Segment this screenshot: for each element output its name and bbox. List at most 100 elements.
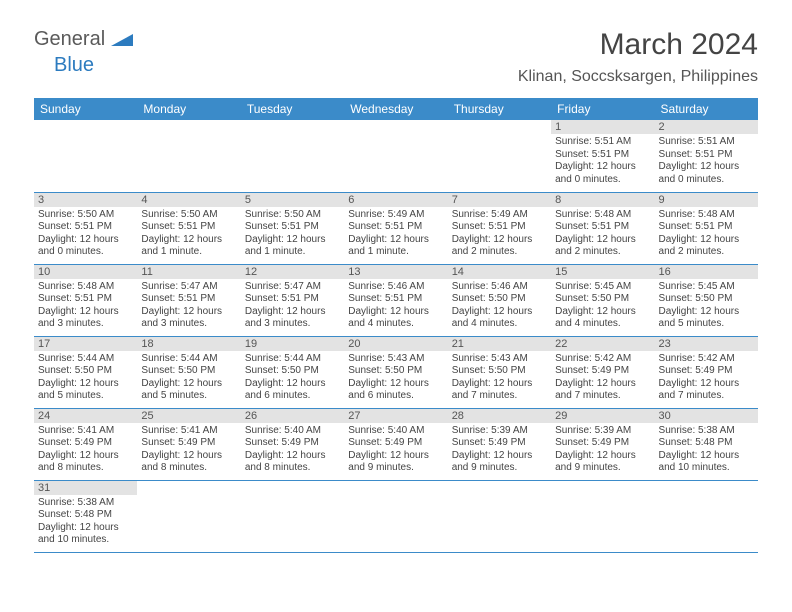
day-number: 13 [344,265,447,279]
day-details: Sunrise: 5:40 AMSunset: 5:49 PMDaylight:… [241,423,344,479]
day-number: 4 [137,193,240,207]
location: Klinan, Soccsksargen, Philippines [518,68,758,86]
month-title: March 2024 [518,28,758,62]
day-details: Sunrise: 5:49 AMSunset: 5:51 PMDaylight:… [344,207,447,263]
day-number: 25 [137,409,240,423]
day-cell: 13Sunrise: 5:46 AMSunset: 5:51 PMDayligh… [344,264,447,336]
logo-triangle-icon [111,30,133,51]
weekday-header-row: SundayMondayTuesdayWednesdayThursdayFrid… [34,98,758,120]
day-details: Sunrise: 5:42 AMSunset: 5:49 PMDaylight:… [655,351,758,407]
day-cell: 6Sunrise: 5:49 AMSunset: 5:51 PMDaylight… [344,192,447,264]
day-cell: 10Sunrise: 5:48 AMSunset: 5:51 PMDayligh… [34,264,137,336]
day-number: 1 [551,120,654,134]
day-number: 8 [551,193,654,207]
day-cell: 4Sunrise: 5:50 AMSunset: 5:51 PMDaylight… [137,192,240,264]
logo: General [34,28,135,51]
day-details: Sunrise: 5:51 AMSunset: 5:51 PMDaylight:… [551,134,654,190]
empty-cell [655,480,758,552]
day-details: Sunrise: 5:38 AMSunset: 5:48 PMDaylight:… [34,495,137,551]
weekday-header: Sunday [34,98,137,120]
day-number: 14 [448,265,551,279]
day-cell: 2Sunrise: 5:51 AMSunset: 5:51 PMDaylight… [655,120,758,192]
day-number: 16 [655,265,758,279]
day-details: Sunrise: 5:40 AMSunset: 5:49 PMDaylight:… [344,423,447,479]
day-details: Sunrise: 5:49 AMSunset: 5:51 PMDaylight:… [448,207,551,263]
day-details: Sunrise: 5:51 AMSunset: 5:51 PMDaylight:… [655,134,758,190]
day-cell: 29Sunrise: 5:39 AMSunset: 5:49 PMDayligh… [551,408,654,480]
day-number: 6 [344,193,447,207]
day-cell: 28Sunrise: 5:39 AMSunset: 5:49 PMDayligh… [448,408,551,480]
day-details: Sunrise: 5:45 AMSunset: 5:50 PMDaylight:… [551,279,654,335]
calendar-row: 24Sunrise: 5:41 AMSunset: 5:49 PMDayligh… [34,408,758,480]
day-cell: 30Sunrise: 5:38 AMSunset: 5:48 PMDayligh… [655,408,758,480]
logo-text-general: General [34,28,105,51]
day-details: Sunrise: 5:43 AMSunset: 5:50 PMDaylight:… [448,351,551,407]
day-details: Sunrise: 5:47 AMSunset: 5:51 PMDaylight:… [241,279,344,335]
day-cell: 31Sunrise: 5:38 AMSunset: 5:48 PMDayligh… [34,480,137,552]
empty-cell [137,480,240,552]
empty-cell [241,480,344,552]
day-details: Sunrise: 5:50 AMSunset: 5:51 PMDaylight:… [34,207,137,263]
day-details: Sunrise: 5:41 AMSunset: 5:49 PMDaylight:… [137,423,240,479]
logo-text-blue: Blue [54,54,94,77]
day-cell: 15Sunrise: 5:45 AMSunset: 5:50 PMDayligh… [551,264,654,336]
day-details: Sunrise: 5:47 AMSunset: 5:51 PMDaylight:… [137,279,240,335]
empty-cell [448,480,551,552]
day-number: 23 [655,337,758,351]
calendar-row: 31Sunrise: 5:38 AMSunset: 5:48 PMDayligh… [34,480,758,552]
day-details: Sunrise: 5:48 AMSunset: 5:51 PMDaylight:… [34,279,137,335]
day-cell: 19Sunrise: 5:44 AMSunset: 5:50 PMDayligh… [241,336,344,408]
day-cell: 14Sunrise: 5:46 AMSunset: 5:50 PMDayligh… [448,264,551,336]
calendar-row: 17Sunrise: 5:44 AMSunset: 5:50 PMDayligh… [34,336,758,408]
day-cell: 22Sunrise: 5:42 AMSunset: 5:49 PMDayligh… [551,336,654,408]
empty-cell [344,480,447,552]
calendar-row: 3Sunrise: 5:50 AMSunset: 5:51 PMDaylight… [34,192,758,264]
day-cell: 9Sunrise: 5:48 AMSunset: 5:51 PMDaylight… [655,192,758,264]
weekday-header: Saturday [655,98,758,120]
day-cell: 3Sunrise: 5:50 AMSunset: 5:51 PMDaylight… [34,192,137,264]
day-details: Sunrise: 5:46 AMSunset: 5:51 PMDaylight:… [344,279,447,335]
empty-cell [344,120,447,192]
day-number: 11 [137,265,240,279]
weekday-header: Monday [137,98,240,120]
day-number: 28 [448,409,551,423]
day-number: 24 [34,409,137,423]
day-details: Sunrise: 5:50 AMSunset: 5:51 PMDaylight:… [137,207,240,263]
calendar-table: SundayMondayTuesdayWednesdayThursdayFrid… [34,98,758,553]
empty-cell [551,480,654,552]
day-number: 22 [551,337,654,351]
day-number: 7 [448,193,551,207]
day-number: 29 [551,409,654,423]
title-block: March 2024 Klinan, Soccsksargen, Philipp… [518,28,758,86]
day-number: 5 [241,193,344,207]
day-cell: 8Sunrise: 5:48 AMSunset: 5:51 PMDaylight… [551,192,654,264]
day-cell: 1Sunrise: 5:51 AMSunset: 5:51 PMDaylight… [551,120,654,192]
day-number: 30 [655,409,758,423]
day-number: 15 [551,265,654,279]
header: General March 2024 Klinan, Soccsksargen,… [34,28,758,86]
day-number: 20 [344,337,447,351]
day-number: 3 [34,193,137,207]
day-cell: 5Sunrise: 5:50 AMSunset: 5:51 PMDaylight… [241,192,344,264]
day-number: 10 [34,265,137,279]
day-cell: 11Sunrise: 5:47 AMSunset: 5:51 PMDayligh… [137,264,240,336]
day-number: 26 [241,409,344,423]
calendar-body: 1Sunrise: 5:51 AMSunset: 5:51 PMDaylight… [34,120,758,552]
day-cell: 25Sunrise: 5:41 AMSunset: 5:49 PMDayligh… [137,408,240,480]
day-number: 12 [241,265,344,279]
day-cell: 16Sunrise: 5:45 AMSunset: 5:50 PMDayligh… [655,264,758,336]
day-details: Sunrise: 5:46 AMSunset: 5:50 PMDaylight:… [448,279,551,335]
day-cell: 21Sunrise: 5:43 AMSunset: 5:50 PMDayligh… [448,336,551,408]
day-cell: 27Sunrise: 5:40 AMSunset: 5:49 PMDayligh… [344,408,447,480]
day-cell: 24Sunrise: 5:41 AMSunset: 5:49 PMDayligh… [34,408,137,480]
weekday-header: Friday [551,98,654,120]
calendar-row: 10Sunrise: 5:48 AMSunset: 5:51 PMDayligh… [34,264,758,336]
weekday-header: Wednesday [344,98,447,120]
empty-cell [448,120,551,192]
day-number: 17 [34,337,137,351]
day-number: 31 [34,481,137,495]
day-details: Sunrise: 5:50 AMSunset: 5:51 PMDaylight:… [241,207,344,263]
calendar-row: 1Sunrise: 5:51 AMSunset: 5:51 PMDaylight… [34,120,758,192]
day-details: Sunrise: 5:44 AMSunset: 5:50 PMDaylight:… [34,351,137,407]
day-number: 18 [137,337,240,351]
